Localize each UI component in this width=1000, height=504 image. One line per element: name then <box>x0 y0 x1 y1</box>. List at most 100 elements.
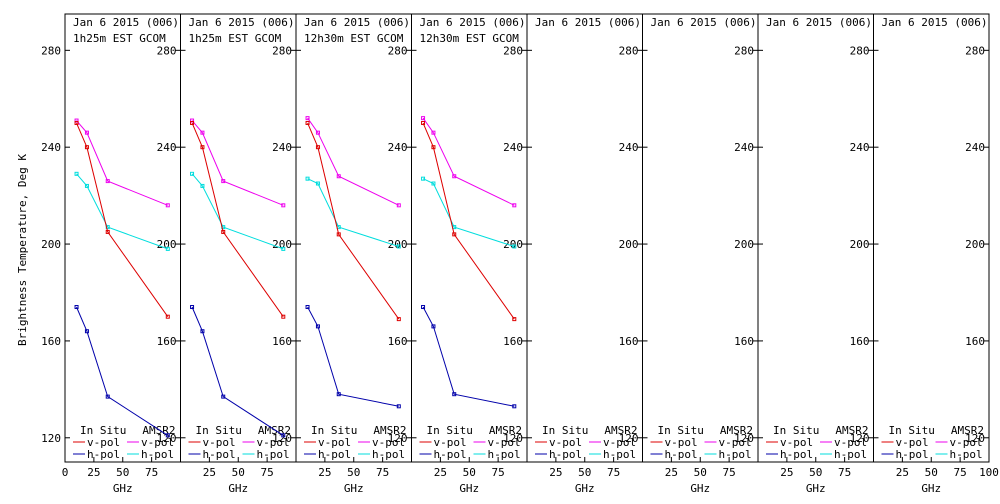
series-point-insitu_v <box>421 120 426 125</box>
series-point-amsr2_v <box>315 130 320 135</box>
series-point-insitu_h <box>165 433 170 438</box>
legend-label-insitu_h: h-pol <box>549 448 582 461</box>
series-point-insitu_v <box>452 232 457 237</box>
y-tick-label: 280 <box>965 44 985 57</box>
y-tick-label: 120 <box>388 432 408 445</box>
panel-subtitle: 1h25m EST GCOM <box>189 32 282 45</box>
panel-subtitle: 12h30m EST GCOM <box>420 32 520 45</box>
series-point-insitu_v <box>165 314 170 319</box>
y-tick-label: 240 <box>388 141 408 154</box>
series-line-insitu_h <box>191 306 284 436</box>
y-tick-label: 200 <box>157 238 177 251</box>
legend-label-insitu_v: v-pol <box>434 436 467 449</box>
legend-insitu-title: In Situ <box>542 424 588 437</box>
series-line-amsr2_v <box>307 117 400 206</box>
legend-amsr2-title: AMSR2 <box>373 424 406 437</box>
legend-label-insitu_h: h-pol <box>665 448 698 461</box>
x-tick-label: 75 <box>261 466 274 479</box>
legend-amsr2-title: AMSR2 <box>489 424 522 437</box>
panel-title: Jan 6 2015 (006) <box>535 16 641 29</box>
y-tick-label-left: 160 <box>41 335 61 348</box>
y-tick-label: 240 <box>734 141 754 154</box>
y-tick-label: 240 <box>619 141 639 154</box>
legend-label-amsr2_h: h-pol <box>950 448 983 461</box>
y-tick-label: 280 <box>619 44 639 57</box>
series-line-amsr2_v <box>76 120 168 206</box>
legend-label-insitu_v: v-pol <box>896 436 929 449</box>
series-point-amsr2_v <box>84 130 89 135</box>
panel-subtitle: 12h30m EST GCOM <box>304 32 404 45</box>
series-point-amsr2_h <box>84 183 89 188</box>
legend-label-amsr2_v: v-pol <box>603 436 636 449</box>
x-tick-label: 0 <box>62 466 69 479</box>
series-point-insitu_h <box>221 394 226 399</box>
y-tick-label: 280 <box>850 44 870 57</box>
y-tick-label: 240 <box>157 141 177 154</box>
panel-title: Jan 6 2015 (006) <box>420 16 526 29</box>
legend-label-amsr2_v: v-pol <box>372 436 405 449</box>
y-axis-label: Brightness Temperature, Deg K <box>16 154 29 346</box>
x-axis-label: GHz <box>690 482 710 495</box>
series-line-amsr2_v <box>191 120 284 206</box>
series-point-amsr2_h <box>305 176 310 181</box>
series-point-amsr2_h <box>281 246 286 251</box>
series-line-amsr2_h <box>307 178 399 247</box>
legend-label-amsr2_h: h-pol <box>257 448 290 461</box>
series-point-insitu_h <box>315 324 320 329</box>
panel-8: Jan 6 2015 (006) 120 160 200 240 280 25 50 75 100… <box>873 13 999 495</box>
series-line-amsr2_v <box>422 117 515 206</box>
y-tick-label: 200 <box>850 238 870 251</box>
y-tick-label: 200 <box>619 238 639 251</box>
series-line-insitu_v <box>191 122 284 317</box>
panel-title: Jan 6 2015 (006) <box>651 16 757 29</box>
y-tick-label: 120 <box>272 432 292 445</box>
y-tick-label: 160 <box>965 335 985 348</box>
x-tick-label: 25 <box>780 466 793 479</box>
series-point-amsr2_v <box>421 116 426 121</box>
legend-insitu-title: In Situ <box>773 424 819 437</box>
series-point-insitu_v <box>305 120 310 125</box>
legend-label-amsr2_h: h-pol <box>488 448 521 461</box>
legend-label-amsr2_v: v-pol <box>950 436 983 449</box>
legend-label-insitu_v: v-pol <box>87 436 120 449</box>
series-point-insitu_h <box>305 305 310 310</box>
y-tick-label: 200 <box>272 238 292 251</box>
legend-label-insitu_h: h-pol <box>203 448 236 461</box>
y-tick-label-left: 280 <box>41 44 61 57</box>
x-axis-label: GHz <box>921 482 941 495</box>
x-tick-label: 75 <box>492 466 505 479</box>
y-tick-label: 280 <box>272 44 292 57</box>
series-point-insitu_h <box>281 433 286 438</box>
legend-insitu-title: In Situ <box>80 424 126 437</box>
series-point-insitu_h <box>84 329 89 334</box>
series-point-insitu_v <box>315 145 320 150</box>
series-point-insitu_v <box>336 232 341 237</box>
legend-label-insitu_h: h-pol <box>896 448 929 461</box>
y-tick-label: 160 <box>157 335 177 348</box>
legend-label-amsr2_v: v-pol <box>257 436 290 449</box>
y-tick-label: 240 <box>850 141 870 154</box>
legend-amsr2-title: AMSR2 <box>951 424 984 437</box>
y-tick-label: 160 <box>734 335 754 348</box>
legend-label-amsr2_v: v-pol <box>719 436 752 449</box>
series-point-insitu_v <box>105 229 110 234</box>
legend-label-insitu_h: h-pol <box>434 448 467 461</box>
y-tick-label: 160 <box>503 335 523 348</box>
series-line-insitu_v <box>76 122 169 317</box>
x-tick-label: 75 <box>607 466 620 479</box>
x-tick-label: 75 <box>145 466 158 479</box>
x-axis-label: GHz <box>459 482 479 495</box>
y-tick-label: 280 <box>388 44 408 57</box>
legend-label-insitu_v: v-pol <box>549 436 582 449</box>
series-point-insitu_h <box>200 329 205 334</box>
y-tick-label: 160 <box>388 335 408 348</box>
series-point-insitu_v <box>281 314 286 319</box>
y-tick-label: 200 <box>734 238 754 251</box>
series-point-amsr2_v <box>431 130 436 135</box>
series-point-amsr2_h <box>165 246 170 251</box>
series-point-amsr2_v <box>512 203 517 208</box>
panel-title: Jan 6 2015 (006) <box>304 16 410 29</box>
y-tick-label: 120 <box>503 432 523 445</box>
y-tick-label-left: 240 <box>41 141 61 154</box>
legend-insitu-title: In Situ <box>311 424 357 437</box>
